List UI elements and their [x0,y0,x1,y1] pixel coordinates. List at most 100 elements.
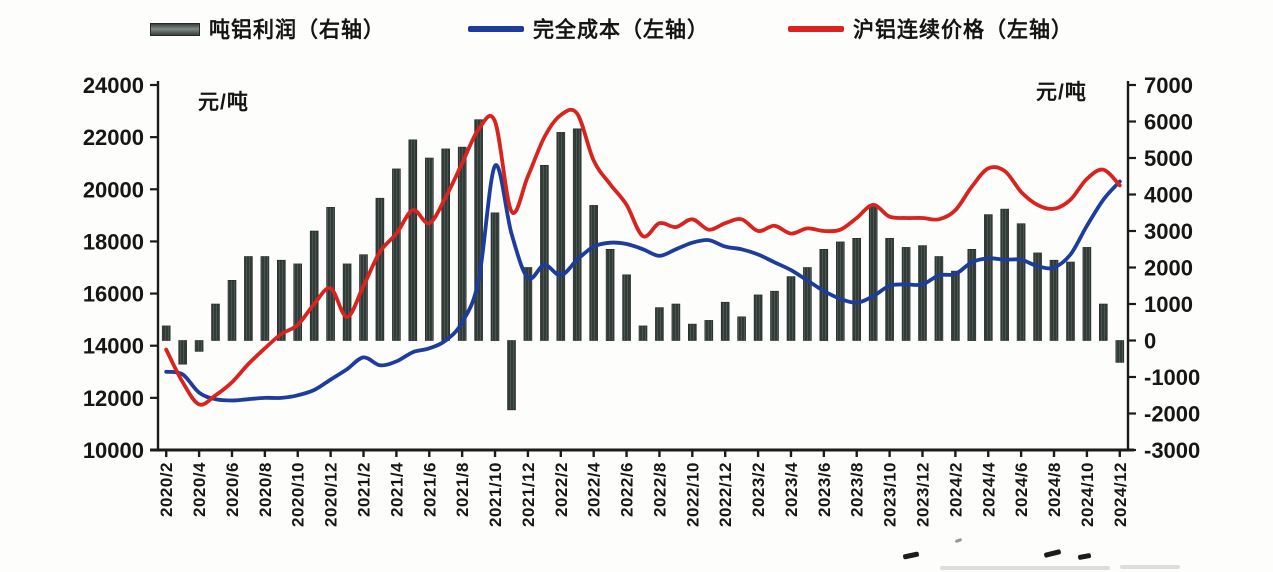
bar-2023/11 [901,247,911,341]
right-axis-tick-label: 7000 [1144,73,1193,98]
right-axis-unit-label: 元/吨 [1036,81,1087,104]
bar-2024/10 [1082,247,1092,341]
left-axis-tick-label: 10000 [83,438,144,463]
x-axis-tick-label: 2021/6 [420,462,439,517]
bar-2020/3 [178,340,187,365]
bar-2020/10 [293,263,303,341]
bar-2024/9 [1066,261,1075,341]
bar-2022/8 [655,307,664,341]
x-axis-tick-label: 2024/12 [1111,462,1130,527]
left-axis-tick-label: 24000 [83,73,144,98]
bar-2023/5 [803,267,812,341]
bar-2022/11 [704,320,714,341]
x-axis-tick-label: 2023/6 [815,462,834,517]
cutoff-smudge [940,566,1110,570]
x-axis-tick-label: 2024/2 [946,462,965,517]
right-axis-tick-label: 5000 [1144,146,1193,171]
bar-2021/7 [441,148,451,341]
x-axis-tick-label: 2023/2 [749,462,768,517]
bar-2022/7 [638,325,648,341]
bar-2023/3 [770,290,779,341]
bar-2020/5 [211,303,220,341]
left-axis-tick-label: 16000 [83,282,144,307]
bar-2023/9 [868,205,878,341]
bar-2022/9 [671,303,681,341]
right-axis-tick-label: 1000 [1144,292,1193,317]
bar-2021/4 [392,168,401,341]
x-axis-tick-label: 2024/6 [1012,462,1031,517]
left-axis-tick-label: 14000 [83,334,144,359]
x-axis-tick-label: 2022/2 [552,462,571,517]
x-axis-tick-label: 2020/4 [190,462,209,517]
bar-2023/1 [737,316,746,341]
bar-2024/4 [983,214,993,341]
x-axis-tick-label: 2021/10 [486,462,505,527]
bar-2024/8 [1049,259,1059,341]
bar-2023/7 [835,241,845,341]
bar-2021/6 [424,157,434,341]
left-axis-tick-label: 22000 [83,125,144,150]
line-series-swatch-icon [468,26,524,32]
x-axis-tick-label: 2022/8 [650,462,669,517]
bar-2022/12 [720,301,730,341]
x-axis-tick-label: 2023/4 [782,462,801,517]
legend-item-price: 沪铝连续价格（左轴） [788,14,1073,44]
bar-2022/3 [572,128,582,341]
x-axis-tick-label: 2021/4 [387,462,406,517]
bar-2020/9 [276,259,286,341]
bar-2024/5 [1000,208,1010,341]
bar-2024/3 [967,249,977,341]
bar-2021/1 [342,263,352,341]
bar-2021/10 [490,212,500,341]
bar-2020/12 [326,207,335,341]
bar-2020/11 [309,230,319,341]
x-axis-tick-label: 2023/10 [881,462,900,527]
right-axis-tick-label: 3000 [1144,219,1193,244]
x-axis-tick-label: 2021/12 [519,462,538,527]
right-axis-tick-label: -2000 [1144,402,1200,427]
bar-2024/7 [1033,252,1042,341]
right-axis-tick-label: -3000 [1144,438,1200,463]
bar-2023/8 [852,238,862,341]
bar-2022/6 [622,274,631,341]
bar-2020/7 [244,256,253,341]
x-axis-tick-label: 2020/12 [322,462,341,527]
bar-2024/2 [951,270,960,341]
line-series-price [164,107,1122,407]
bar-series-swatch-icon [150,22,200,36]
x-axis-tick-label: 2022/12 [716,462,735,527]
bar-2021/11 [507,340,516,411]
x-axis-tick-label: 2022/4 [585,462,604,517]
legend-item-cost: 完全成本（左轴） [468,14,709,44]
bar-2023/10 [885,238,894,341]
bar-2024/1 [934,256,944,341]
bar-2021/12 [523,267,533,341]
x-axis-tick-label: 2020/6 [223,462,242,517]
left-axis-tick-label: 18000 [83,229,144,254]
right-axis-tick-label: 0 [1144,329,1156,354]
bar-2021/5 [408,139,418,341]
bar-2024/6 [1016,223,1026,341]
x-axis-tick-label: 2024/10 [1078,462,1097,527]
right-axis-tick-label: 2000 [1144,256,1193,281]
x-axis-tick-label: 2020/10 [289,462,308,527]
left-axis-tick-label: 12000 [83,386,144,411]
x-axis-tick-label: 2022/10 [683,462,702,527]
bar-2022/1 [540,165,549,341]
bar-2022/10 [687,323,697,341]
legend-item-profit: 吨铝利润（右轴） [150,14,385,44]
bar-2021/9 [474,119,483,341]
x-axis-tick-label: 2023/12 [914,462,933,527]
bar-2024/12 [1115,340,1125,363]
bar-2023/4 [786,276,796,341]
left-axis-tick-label: 20000 [83,177,144,202]
bar-2020/2 [161,325,171,341]
line-series-swatch-icon [788,26,844,32]
bar-2020/8 [260,256,270,341]
right-axis-tick-label: -1000 [1144,365,1200,390]
bar-2022/2 [556,132,566,341]
x-axis-tick-label: 2020/8 [256,462,275,517]
legend-label-price: 沪铝连续价格（左轴） [853,18,1073,43]
x-axis-tick-label: 2022/6 [618,462,637,517]
